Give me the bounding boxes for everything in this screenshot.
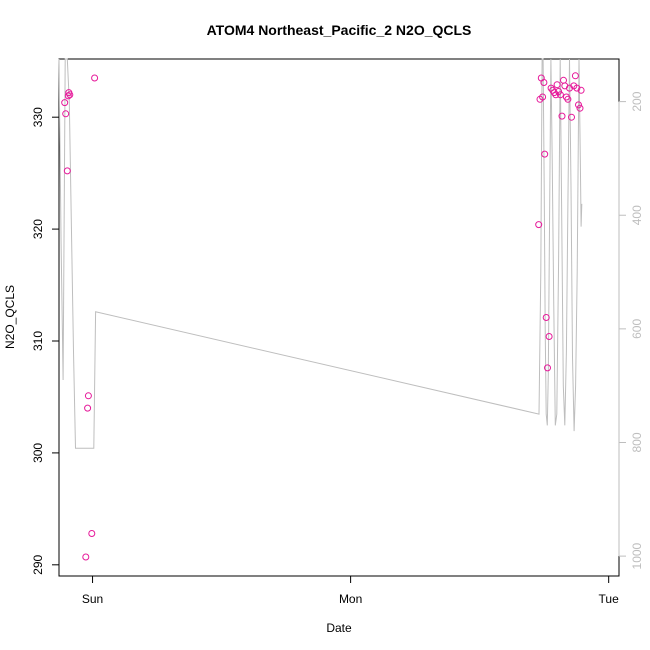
data-point xyxy=(571,72,579,80)
y-tick-label: 330 xyxy=(31,107,45,127)
n2o-series xyxy=(61,72,585,561)
y2-tick-label: 1000 xyxy=(630,542,644,569)
data-point xyxy=(555,88,563,95)
data-point xyxy=(61,99,69,107)
data-point xyxy=(573,84,581,92)
y-tick-label: 300 xyxy=(31,443,45,463)
data-point xyxy=(84,404,92,412)
x-tick-label: Mon xyxy=(339,592,362,606)
pressure-series xyxy=(58,58,583,449)
data-point xyxy=(541,150,549,158)
data-point xyxy=(564,95,572,103)
data-point xyxy=(556,91,564,99)
data-point xyxy=(62,110,70,118)
data-point xyxy=(64,92,72,100)
y2-tick-label: 400 xyxy=(630,205,644,225)
data-point xyxy=(540,79,548,86)
data-point xyxy=(553,81,561,89)
y-tick-label: 320 xyxy=(31,219,45,239)
data-point xyxy=(539,93,547,101)
data-point xyxy=(542,314,550,321)
x-axis: Sun Mon Tue xyxy=(82,575,620,606)
data-point xyxy=(84,392,92,400)
data-point xyxy=(544,364,551,372)
chart-title: ATOM4 Northeast_Pacific_2 N2O_QCLS xyxy=(207,22,472,38)
data-point xyxy=(577,86,585,94)
y-tick-label: 290 xyxy=(31,554,45,574)
x-axis-label: Date xyxy=(326,621,352,635)
data-point xyxy=(560,76,567,84)
y2-tick-label: 800 xyxy=(630,432,644,452)
y-axis-right: 200 400 600 800 1000 xyxy=(618,91,644,569)
data-point xyxy=(558,112,566,120)
data-point xyxy=(550,89,558,97)
data-point xyxy=(535,221,543,229)
data-point xyxy=(88,530,96,537)
data-point xyxy=(66,91,74,99)
x-tick-label: Sun xyxy=(82,592,103,606)
data-point xyxy=(568,113,575,121)
data-point xyxy=(63,167,71,175)
y-axis-left: 290 300 310 320 330 xyxy=(31,107,60,575)
y-tick-label: 310 xyxy=(31,331,45,351)
data-point xyxy=(575,101,582,109)
data-point xyxy=(82,553,90,561)
y-axis-label: N2O_QCLS xyxy=(3,285,17,349)
plot-area xyxy=(58,58,620,577)
y2-tick-label: 200 xyxy=(630,91,644,111)
data-point xyxy=(566,84,573,92)
data-point xyxy=(91,74,99,82)
pressure-line xyxy=(58,58,583,449)
x-tick-label: Tue xyxy=(599,592,620,606)
y2-tick-label: 600 xyxy=(630,319,644,339)
data-point xyxy=(576,104,584,112)
data-point xyxy=(545,333,553,340)
